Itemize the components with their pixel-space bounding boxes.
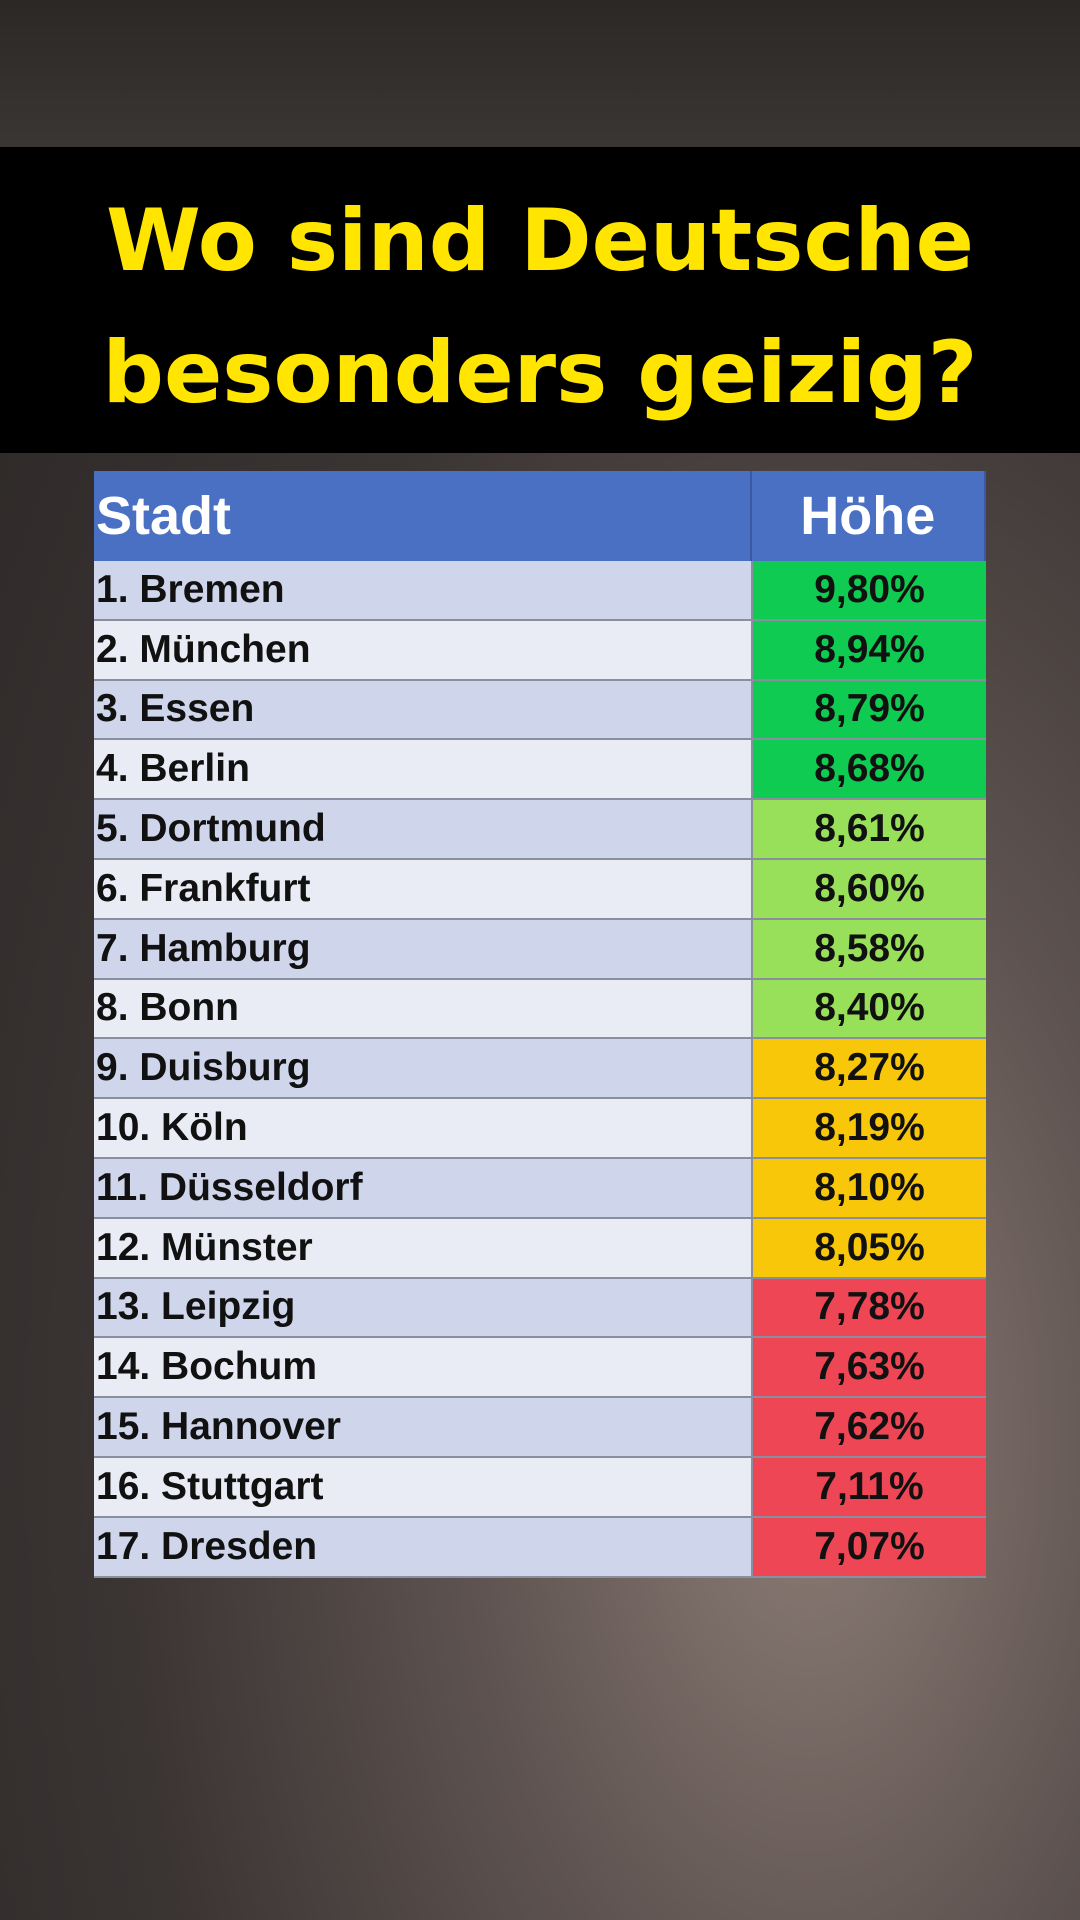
- value-cell: 7,07%: [753, 1517, 986, 1576]
- table-row: 10. Köln 8,19%: [94, 1099, 986, 1159]
- title-line: Wo sind Deutsche: [106, 191, 974, 291]
- table-row: 12. Münster 8,05%: [94, 1218, 986, 1279]
- value-cell: 7,63%: [753, 1338, 986, 1397]
- city-cell: 3. Essen: [94, 680, 753, 739]
- table-row: 7. Hamburg 8,58%: [94, 919, 986, 980]
- value-cell: 7,62%: [753, 1398, 986, 1456]
- table-row: 2. München 8,94%: [94, 620, 986, 681]
- value-cell: 8,79%: [753, 680, 986, 739]
- table-row: 16. Stuttgart 7,11%: [94, 1457, 986, 1518]
- table-row: 14. Bochum 7,63%: [94, 1338, 986, 1399]
- table-row: 13. Leipzig 7,78%: [94, 1278, 986, 1339]
- city-cell: 17. Dresden: [94, 1517, 753, 1576]
- top-band: [0, 0, 1080, 147]
- city-cell: 1. Bremen: [94, 561, 753, 619]
- title-band: Wo sind Deutsche besonders geizig?: [0, 147, 1080, 453]
- value-cell: 8,94%: [753, 620, 986, 679]
- value-cell: 8,60%: [753, 859, 986, 918]
- city-cell: 9. Duisburg: [94, 1039, 753, 1098]
- value-cell: 8,58%: [753, 919, 986, 978]
- value-cell: 7,11%: [753, 1457, 986, 1516]
- city-cell: 16. Stuttgart: [94, 1457, 753, 1516]
- value-cell: 8,10%: [753, 1158, 986, 1217]
- value-cell: 8,05%: [753, 1218, 986, 1277]
- value-cell: 8,40%: [753, 979, 986, 1038]
- table: Stadt Höhe 1. Bremen 9,80% 2. München 8,94%…: [94, 471, 986, 1578]
- city-cell: 5. Dortmund: [94, 800, 753, 858]
- city-cell: 10. Köln: [94, 1099, 753, 1157]
- table-row: 6. Frankfurt 8,60%: [94, 859, 986, 920]
- table-row: 8. Bonn 8,40%: [94, 979, 986, 1040]
- table-row: 17. Dresden 7,07%: [94, 1517, 986, 1578]
- value-cell: 8,68%: [753, 740, 986, 799]
- value-cell: 9,80%: [753, 561, 986, 619]
- table-row: 5. Dortmund 8,61%: [94, 800, 986, 860]
- value-cell: 8,19%: [753, 1099, 986, 1157]
- table-row: 4. Berlin 8,68%: [94, 740, 986, 801]
- header-cell: Stadt: [94, 471, 752, 561]
- city-cell: 4. Berlin: [94, 740, 753, 799]
- header-cell: Höhe: [752, 471, 986, 561]
- city-cell: 8. Bonn: [94, 979, 753, 1038]
- city-cell: 12. Münster: [94, 1218, 753, 1277]
- table-row: 1. Bremen 9,80%: [94, 561, 986, 621]
- city-cell: 13. Leipzig: [94, 1278, 753, 1337]
- value-cell: 7,78%: [753, 1278, 986, 1337]
- header-row: Stadt Höhe: [94, 471, 986, 561]
- city-cell: 6. Frankfurt: [94, 859, 753, 918]
- table-row: 11. Düsseldorf 8,10%: [94, 1158, 986, 1219]
- table-row: 15. Hannover 7,62%: [94, 1398, 986, 1458]
- city-cell: 15. Hannover: [94, 1398, 753, 1456]
- table-row: 9. Duisburg 8,27%: [94, 1039, 986, 1100]
- city-cell: 11. Düsseldorf: [94, 1158, 753, 1217]
- city-cell: 14. Bochum: [94, 1338, 753, 1397]
- table-row: 3. Essen 8,79%: [94, 680, 986, 741]
- city-cell: 7. Hamburg: [94, 919, 753, 978]
- city-cell: 2. München: [94, 620, 753, 679]
- value-cell: 8,27%: [753, 1039, 986, 1098]
- title-line: besonders geizig?: [102, 323, 978, 423]
- value-cell: 8,61%: [753, 800, 986, 858]
